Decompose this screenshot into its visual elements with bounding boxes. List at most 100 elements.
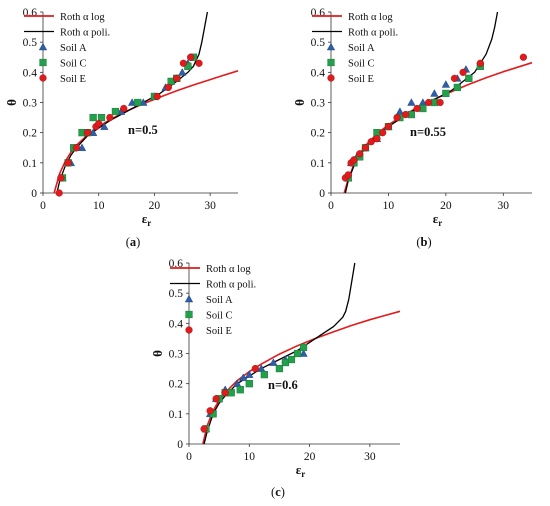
soilE-points — [341, 53, 527, 182]
soilC-marker — [275, 364, 284, 373]
legend-label-soilA: Soil A — [348, 43, 375, 54]
soilC-marker — [227, 389, 235, 397]
y-tick-label: 0.3 — [169, 349, 184, 361]
soilC-marker — [293, 349, 302, 358]
soilE-marker — [106, 113, 114, 122]
x-tick-label: 0 — [186, 451, 192, 463]
legend-swatch-soilE — [39, 74, 47, 82]
soilC-marker — [260, 371, 268, 379]
y-tick-label: 0.2 — [23, 128, 38, 140]
legend-swatch-soilA — [184, 294, 194, 303]
y-tick-label: 0 — [31, 188, 37, 200]
n-annotation: n=0.55 — [410, 125, 446, 139]
soilC-marker — [453, 83, 461, 92]
legend-label-soilC: Soil C — [348, 58, 375, 69]
legend-swatch-soilA — [326, 42, 336, 51]
y-axis-label: θ — [292, 99, 307, 106]
legend-item-soilA: Soil A — [38, 42, 87, 54]
soilC-marker — [111, 107, 120, 116]
legend-item-poly: Roth α poli. — [312, 27, 398, 38]
legend-label-soilE: Soil E — [206, 326, 232, 337]
legend-swatch-soilC — [39, 58, 47, 67]
legend-item-soilA: Soil A — [326, 42, 375, 54]
legend-label-log: Roth α log — [60, 12, 105, 23]
soilE-marker — [173, 74, 181, 82]
n-annotation: n=0.5 — [128, 123, 158, 137]
soilE-marker — [361, 144, 370, 152]
soilE-marker — [344, 171, 352, 179]
soilE-marker — [72, 144, 81, 152]
y-tick-label: 0.6 — [23, 7, 38, 19]
y-tick-label: 0.2 — [311, 128, 326, 140]
x-tick-label: 20 — [304, 451, 316, 463]
soilE-marker — [450, 74, 459, 82]
soilA-marker — [239, 373, 248, 381]
soilA-marker — [178, 68, 187, 76]
legend-label-poly: Roth α poli. — [348, 27, 398, 38]
legend: Roth α log Roth α poli. Soil A Soil C Soil E — [24, 12, 110, 85]
x-tick-label: 10 — [244, 451, 256, 463]
roth-poly-curve-line — [203, 262, 356, 445]
soilE-marker — [393, 113, 401, 122]
legend-swatch-soilE — [327, 74, 335, 82]
soilC-marker — [97, 113, 106, 122]
y-tick-label: 0.4 — [169, 318, 184, 330]
y-tick-label: 0.1 — [169, 409, 184, 421]
soilE-marker — [384, 123, 393, 131]
soilE-marker — [212, 395, 220, 403]
soilE-marker — [164, 83, 172, 92]
legend-swatch-soilE — [185, 326, 193, 334]
x-tick-label: 10 — [93, 200, 105, 212]
soilE-marker — [413, 104, 421, 113]
soilC-marker — [299, 343, 308, 352]
soilA-marker — [245, 370, 254, 378]
soilC-marker — [236, 386, 244, 394]
y-tick-label: 0.3 — [311, 98, 326, 110]
legend-item-soilE: Soil E — [39, 74, 86, 85]
roth-poly-curve-line — [56, 11, 209, 194]
panel-caption: (a) — [126, 235, 141, 249]
soilE-marker — [356, 150, 364, 158]
legend-label-soilE: Soil E — [60, 74, 86, 85]
y-tick-label: 0.5 — [311, 37, 326, 49]
y-axis-label: θ — [4, 99, 19, 106]
soilE-marker — [379, 129, 387, 137]
soilA-marker — [139, 98, 148, 106]
soilE-marker — [425, 98, 433, 107]
legend-item-poly: Roth α poli. — [24, 27, 110, 38]
x-axis-label: εr — [296, 462, 306, 479]
soilA-marker — [89, 128, 98, 136]
soilE-marker — [195, 59, 203, 67]
legend-label-soilC: Soil C — [60, 58, 87, 69]
legend-item-soilE: Soil E — [185, 326, 232, 337]
soilE-marker — [402, 110, 410, 119]
soilC-marker — [281, 358, 290, 367]
soilE-marker — [57, 174, 65, 182]
roth-log-curve — [202, 310, 401, 445]
legend-item-log: Roth α log — [312, 12, 393, 23]
legend-item-soilC: Soil C — [327, 58, 375, 69]
y-tick-label: 0.1 — [23, 158, 38, 170]
x-axis-label: εr — [142, 211, 152, 228]
soilE-marker — [206, 407, 214, 415]
legend-label-soilC: Soil C — [206, 310, 233, 321]
legend-label-log: Roth α log — [348, 12, 393, 23]
legend-label-log: Roth α log — [206, 264, 251, 275]
legend-swatch-soilC — [185, 310, 193, 319]
legend-item-soilE: Soil E — [327, 74, 374, 85]
soilE-marker — [350, 156, 358, 164]
x-axis-label: εr — [433, 211, 443, 228]
soilA-marker — [269, 358, 278, 366]
soilA-marker — [407, 98, 416, 106]
soilE-marker — [153, 92, 161, 101]
y-tick-label: 0.3 — [23, 98, 38, 110]
y-tick-label: 0.1 — [311, 158, 326, 170]
soilE-marker — [95, 120, 103, 128]
legend: Roth α log Roth α poli. Soil A Soil C Soil E — [312, 12, 398, 85]
soilC-marker — [442, 89, 450, 98]
soilE-marker — [519, 53, 527, 61]
soilE-marker — [179, 59, 188, 67]
